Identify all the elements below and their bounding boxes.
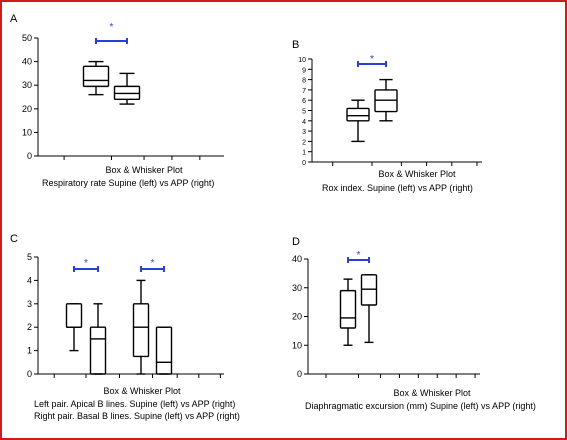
panel-b-y-tick-label: 0 — [302, 160, 306, 167]
panel-d-y-tick-label: 20 — [292, 312, 302, 322]
panel-b-y-tick-label: 6 — [302, 98, 306, 105]
panel-b-title: Box & Whisker Plot — [378, 169, 456, 179]
panel-a-title: Box & Whisker Plot — [105, 165, 183, 175]
panel-d-y-tick-label: 0 — [297, 369, 302, 379]
panel-c-title: Box & Whisker Plot — [103, 386, 181, 396]
panel-b-letter: B — [292, 39, 299, 51]
panel-a-y-tick-label: 0 — [27, 151, 32, 161]
panel-a-y-tick-label: 10 — [22, 127, 32, 137]
panel-c-y-tick-label: 0 — [27, 369, 32, 379]
panel-a-y-tick-label: 50 — [22, 33, 32, 43]
panel-c-caption: Left pair. Apical B lines. Supine (left)… — [34, 399, 235, 409]
panel-a-y-tick-label: 40 — [22, 57, 32, 67]
panel-c-y-tick-label: 5 — [27, 252, 32, 262]
panel-b-caption: Rox index. Supine (left) vs APP (right) — [322, 183, 473, 193]
panel-a-significance-star: * — [110, 22, 114, 33]
panel-c-y-tick-label: 4 — [27, 275, 32, 285]
panel-d-y-tick-label: 10 — [292, 340, 302, 350]
panel-c-y-tick-label: 1 — [27, 346, 32, 356]
panel-b-y-tick-label: 1 — [302, 150, 306, 157]
panel-c-caption: Right pair. Basal B lines. Supine (left)… — [34, 411, 240, 421]
panel-b-y-tick-label: 4 — [302, 119, 306, 126]
panel-b-y-tick-label: 3 — [302, 129, 306, 136]
panel-d-y-tick-label: 30 — [292, 283, 302, 293]
panel-c-significance-star: * — [151, 258, 155, 269]
panel-a-box — [82, 65, 110, 88]
panel-d-y-tick-label: 40 — [292, 254, 302, 264]
panel-b-y-tick-label: 5 — [302, 109, 306, 116]
panel-d-significance-star: * — [357, 250, 361, 261]
panel-b-y-tick-label: 10 — [298, 57, 306, 64]
panel-c-y-tick-label: 2 — [27, 322, 32, 332]
panel-d-letter: D — [292, 236, 300, 248]
panel-b-y-tick-label: 9 — [302, 67, 306, 74]
panel-c-y-tick-label: 3 — [27, 299, 32, 309]
panel-c-box — [89, 326, 107, 375]
panel-c-significance-star: * — [84, 258, 88, 269]
panel-b-y-tick-label: 2 — [302, 139, 306, 146]
panel-d-title: Box & Whisker Plot — [393, 388, 471, 398]
panel-c-letter: C — [10, 233, 18, 245]
panel-c-box — [132, 303, 150, 358]
panel-d-caption: Diaphragmatic excursion (mm) Supine (lef… — [305, 401, 536, 411]
panel-b-significance-star: * — [370, 54, 374, 65]
panel-a-letter: A — [10, 13, 18, 25]
panel-d-box — [360, 274, 378, 306]
panel-d-box — [339, 289, 357, 329]
panel-b-y-tick-label: 8 — [302, 78, 306, 85]
panel-a-caption: Respiratory rate Supine (left) vs APP (r… — [42, 178, 214, 188]
panel-c-box — [65, 303, 83, 328]
panel-a-y-tick-label: 20 — [22, 104, 32, 114]
panel-c-box — [155, 326, 173, 375]
panel-b-box — [346, 107, 370, 122]
panel-a-y-tick-label: 30 — [22, 80, 32, 90]
panel-b-y-tick-label: 7 — [302, 88, 306, 95]
